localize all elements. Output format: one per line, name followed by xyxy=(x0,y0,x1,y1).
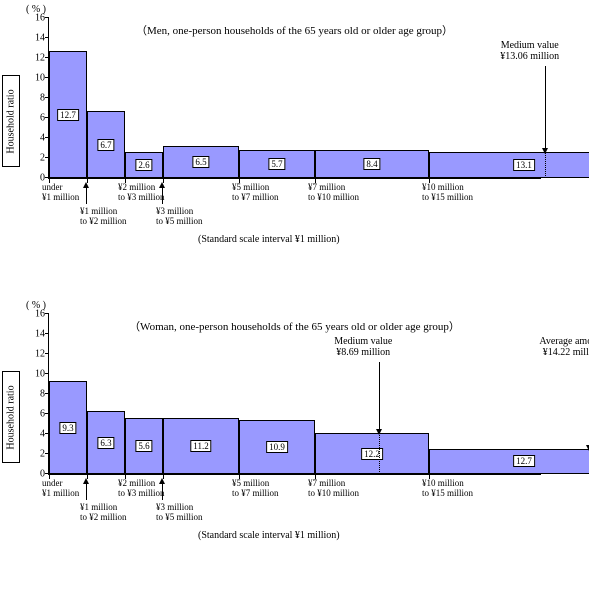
bar-value-label: 8.4 xyxy=(363,158,380,170)
bar-value-label: 6.7 xyxy=(97,139,114,151)
y-tick-label: 10 xyxy=(21,369,45,380)
median-marker-line xyxy=(379,433,380,474)
x-label-arrow-line xyxy=(86,188,87,204)
x-label-5-7: ¥5 millionto ¥7 million xyxy=(232,478,279,498)
bar-value-label: 10.9 xyxy=(266,441,288,453)
x-label-arrow-line xyxy=(86,484,87,500)
chart-panel-men: Household ratio( % )（Men, one-person hou… xyxy=(0,0,589,296)
bar-value-label: 2.6 xyxy=(135,159,152,171)
chart-panel-women: Household ratio( % )（Woman, one-person h… xyxy=(0,296,589,592)
y-tick-mark xyxy=(45,17,49,18)
y-axis-label: Household ratio xyxy=(6,385,17,449)
y-tick-label: 8 xyxy=(21,389,45,400)
arrow-down-icon xyxy=(542,148,548,154)
median-marker-line xyxy=(545,152,546,178)
x-label-under: under¥1 million xyxy=(42,478,79,498)
bar-value-label: 6.5 xyxy=(192,156,209,168)
y-axis-label: Household ratio xyxy=(6,89,17,153)
bar-value-label: 9.3 xyxy=(59,422,76,434)
bar: 9.3 xyxy=(49,381,87,474)
bar: 13.1 xyxy=(429,152,589,178)
y-tick-mark xyxy=(45,333,49,334)
scale-note: (Standard scale interval ¥1 million) xyxy=(198,234,340,245)
y-tick-mark xyxy=(45,353,49,354)
y-tick-label: 2 xyxy=(21,153,45,164)
chart-area: 024681012141612.76.72.66.55.78.413.144.1… xyxy=(48,18,541,179)
y-tick-mark xyxy=(45,37,49,38)
arrow-down-icon xyxy=(376,429,382,435)
x-label-1-2: ¥1 millionto ¥2 million xyxy=(80,206,127,226)
scale-note: (Standard scale interval ¥1 million) xyxy=(198,530,340,541)
bar: 5.6 xyxy=(125,418,163,474)
bar: 10.9 xyxy=(239,420,315,475)
bar: 6.5 xyxy=(163,146,239,179)
x-label-2-3: ¥2 millionto ¥3 million xyxy=(118,478,165,498)
median-label: Medium value¥13.06 million xyxy=(500,40,559,62)
x-label-arrow-line xyxy=(162,484,163,500)
bar: 6.3 xyxy=(87,411,125,474)
bar: 12.7 xyxy=(49,51,87,178)
bar: 8.4 xyxy=(315,150,429,178)
x-label-7-10: ¥7 millionto ¥10 million xyxy=(308,182,359,202)
y-tick-label: 6 xyxy=(21,113,45,124)
bar-value-label: 13.1 xyxy=(513,159,535,171)
median-arrow-line xyxy=(545,66,546,150)
chart-area: 02468101214169.36.35.611.210.912.212.731… xyxy=(48,314,541,475)
bar-value-label: 12.7 xyxy=(57,109,79,121)
x-label-under: under¥1 million xyxy=(42,182,79,202)
y-axis-label-box: Household ratio xyxy=(2,75,20,167)
bar-value-label: 5.6 xyxy=(135,440,152,452)
y-tick-label: 14 xyxy=(21,33,45,44)
y-tick-label: 4 xyxy=(21,429,45,440)
x-label-1-2: ¥1 millionto ¥2 million xyxy=(80,502,127,522)
bar-value-label: 11.2 xyxy=(190,440,211,452)
bar: 5.7 xyxy=(239,150,315,179)
y-tick-label: 14 xyxy=(21,329,45,340)
y-axis-label-box: Household ratio xyxy=(2,371,20,463)
x-label-7-10: ¥7 millionto ¥10 million xyxy=(308,478,359,498)
median-arrow-line xyxy=(379,362,380,431)
bar-value-label: 5.7 xyxy=(268,158,285,170)
bar: 2.6 xyxy=(125,152,163,178)
x-label-10-15: ¥10 millionto ¥15 million xyxy=(422,182,473,202)
y-tick-label: 4 xyxy=(21,133,45,144)
x-label-5-7: ¥5 millionto ¥7 million xyxy=(232,182,279,202)
x-label-3-5: ¥3 millionto ¥5 million xyxy=(156,206,203,226)
y-tick-label: 16 xyxy=(21,309,45,320)
y-tick-label: 2 xyxy=(21,449,45,460)
y-tick-label: 12 xyxy=(21,349,45,360)
x-label-10-15: ¥10 millionto ¥15 million xyxy=(422,478,473,498)
average-label: Average amount¥14.22 million xyxy=(539,336,589,358)
y-tick-label: 12 xyxy=(21,53,45,64)
y-tick-mark xyxy=(45,373,49,374)
median-label: Medium value¥8.69 million xyxy=(334,336,392,358)
x-label-arrow-line xyxy=(162,188,163,204)
bar: 12.2 xyxy=(315,433,429,474)
bar: 11.2 xyxy=(163,418,239,474)
y-tick-label: 8 xyxy=(21,93,45,104)
bar: 12.7 xyxy=(429,449,589,474)
y-tick-label: 10 xyxy=(21,73,45,84)
x-label-3-5: ¥3 millionto ¥5 million xyxy=(156,502,203,522)
bar: 6.7 xyxy=(87,111,125,178)
bar-value-label: 12.7 xyxy=(513,455,535,467)
y-tick-label: 16 xyxy=(21,13,45,24)
x-label-2-3: ¥2 millionto ¥3 million xyxy=(118,182,165,202)
y-tick-mark xyxy=(45,313,49,314)
bar-value-label: 6.3 xyxy=(97,437,114,449)
y-tick-label: 6 xyxy=(21,409,45,420)
